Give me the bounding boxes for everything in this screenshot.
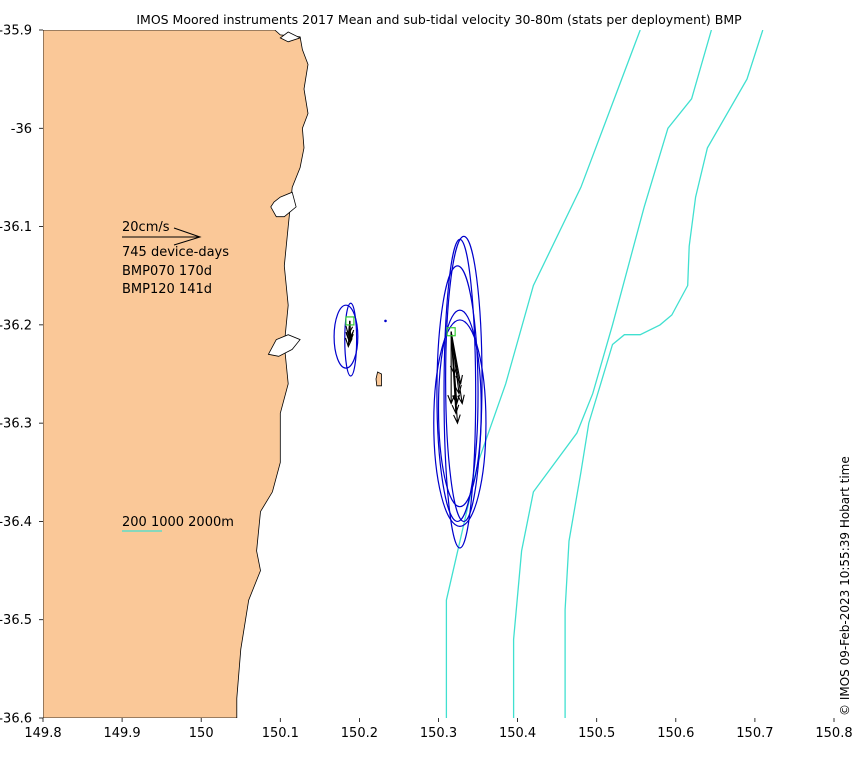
y-tick-label: -35.9 [0, 24, 32, 39]
mooring-bmp070 [333, 302, 359, 377]
deployment-label-1: BMP070 170d [122, 264, 212, 279]
mean-velocity-arrow [345, 320, 354, 343]
isobath-200m [445, 30, 641, 718]
variance-ellipse-2 [333, 304, 359, 369]
y-tick-label: -36.2 [0, 318, 32, 333]
y-tick-label: -36.5 [0, 613, 32, 628]
variance-ellipse-1 [443, 238, 477, 549]
isobath-2000m [564, 30, 764, 718]
x-tick-label: 150.3 [420, 726, 457, 741]
x-tick-label: 149.8 [24, 726, 61, 741]
inlet-3 [267, 334, 301, 357]
variance-ellipse-1 [344, 302, 358, 377]
variance-ellipse-3 [436, 265, 479, 523]
plot-area [43, 30, 764, 718]
y-tick-label: -36.1 [0, 220, 32, 235]
mean-velocity-arrow [450, 331, 461, 406]
land-mass [43, 30, 309, 718]
inlet-2 [270, 191, 297, 218]
inlet-1 [279, 31, 302, 43]
isobath-legend-label: 200 1000 2000m [122, 515, 234, 530]
y-tick-label: -36.6 [0, 712, 32, 727]
x-tick-label: 150.2 [341, 726, 378, 741]
y-tick-label: -36.4 [0, 515, 32, 530]
axes: 149.8 149.9 150 150.1 150.2 150.3 150.4 150.5 15… [0, 24, 853, 742]
data-point [384, 319, 387, 323]
x-tick-label: 150.5 [578, 726, 615, 741]
mooring-bmp120 [433, 235, 487, 549]
deployment-label-2: BMP120 141d [122, 282, 212, 297]
timestamp-label: © IMOS 09-Feb-2023 10:55:39 Hobart time [838, 456, 852, 716]
scale-arrow-head [173, 227, 202, 246]
isobath-1000m [512, 30, 713, 718]
x-tick-label: 150.4 [499, 726, 536, 741]
x-tick-label: 150 [189, 726, 214, 741]
chart-title: IMOS Moored instruments 2017 Mean and su… [136, 12, 742, 27]
variance-ellipse-4 [437, 309, 482, 508]
legend: 20cm/s 745 device-days BMP070 170d BMP12… [122, 220, 234, 532]
variance-ellipse-5 [433, 319, 487, 527]
velocity-arrow-6 [450, 331, 463, 386]
y-tick-label: -36 [11, 122, 32, 137]
device-days-label: 745 device-days [122, 245, 229, 260]
mooring-marker [345, 316, 355, 326]
mooring-marker [446, 327, 456, 337]
island-1 [375, 371, 382, 387]
x-tick-label: 149.9 [103, 726, 140, 741]
scale-label: 20cm/s [122, 220, 170, 235]
x-tick-label: 150.6 [657, 726, 694, 741]
x-tick-label: 150.1 [262, 726, 299, 741]
variance-ellipse-2 [445, 235, 483, 523]
x-tick-label: 150.8 [815, 726, 852, 741]
x-tick-label: 150.7 [736, 726, 773, 741]
y-tick-label: -36.3 [0, 417, 32, 432]
